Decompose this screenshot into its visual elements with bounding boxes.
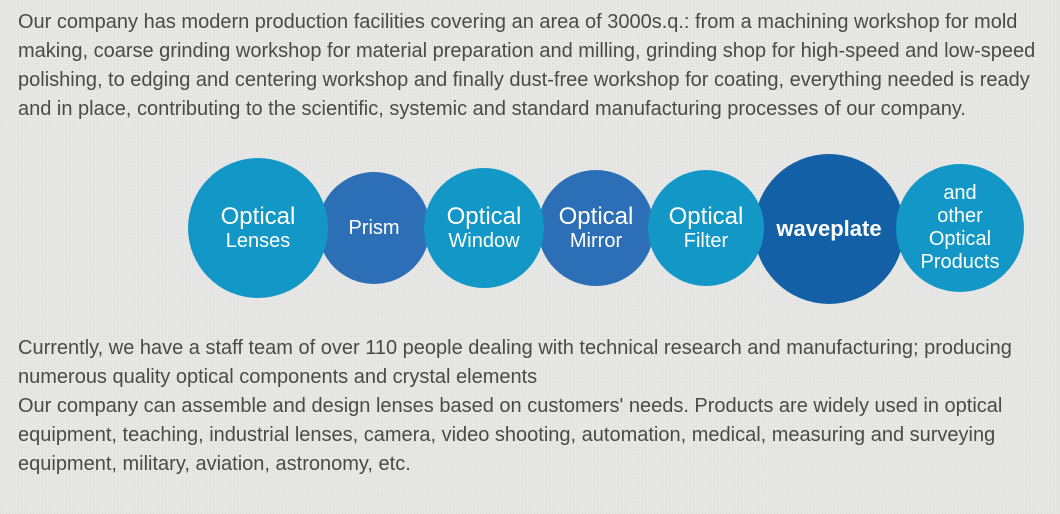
circle-label-bottom: Window <box>448 230 519 253</box>
product-circle-optical-filter: OpticalFilter <box>648 170 764 286</box>
circle-label-top: Optical <box>559 203 634 231</box>
product-circle-optical-mirror: OpticalMirror <box>538 170 654 286</box>
circle-label-top: Optical <box>221 203 296 231</box>
circle-label-bottom: Filter <box>684 230 728 253</box>
product-circles-row: OpticalLensesPrismOpticalWindowOpticalMi… <box>18 146 1042 316</box>
circle-label-bottom: Mirror <box>570 230 622 253</box>
product-circle-other-products: and other Optical Products <box>896 164 1024 292</box>
product-circle-waveplate: waveplate <box>754 154 904 304</box>
circle-label: Prism <box>348 217 399 240</box>
circle-label: and other Optical Products <box>921 182 1000 274</box>
circle-label-top: Optical <box>669 203 744 231</box>
product-circle-optical-lenses: OpticalLenses <box>188 158 328 298</box>
circle-label-bottom: Lenses <box>226 230 291 253</box>
circle-label: waveplate <box>776 216 881 241</box>
intro-paragraph: Our company has modern production facili… <box>18 8 1042 124</box>
closing-paragraph: Currently, we have a staff team of over … <box>18 334 1042 479</box>
circle-label-top: Optical <box>447 203 522 231</box>
product-circle-optical-window: OpticalWindow <box>424 168 544 288</box>
product-circle-prism: Prism <box>318 172 430 284</box>
